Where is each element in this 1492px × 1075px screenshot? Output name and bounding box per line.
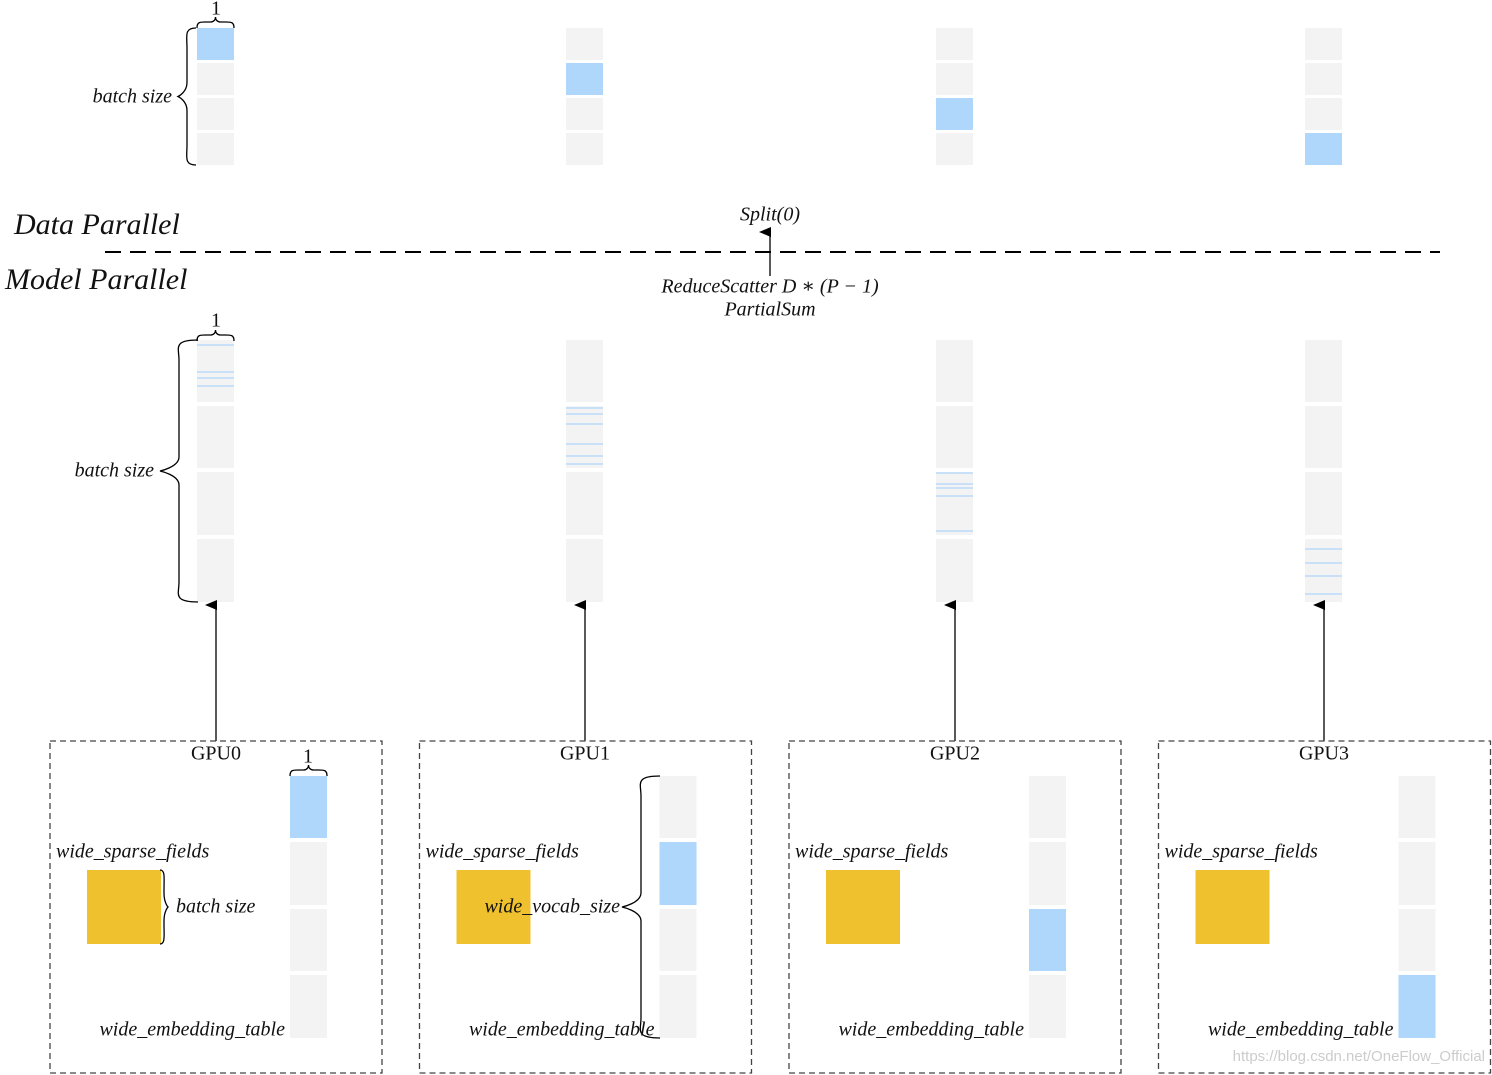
embedding-cell	[1029, 776, 1066, 838]
width-label: 1	[211, 0, 221, 20]
embedding-table-label: wide_embedding_table	[469, 1019, 655, 1041]
batch-label: batch size	[93, 86, 173, 108]
gpu-box	[788, 740, 1122, 1074]
brace	[196, 329, 235, 342]
partial-sum-label: PartialSum	[723, 299, 815, 321]
data-cell	[1305, 133, 1342, 165]
data-parallel-label: Data Parallel	[13, 208, 180, 241]
partial-cell	[566, 406, 603, 468]
embedding-cell	[290, 842, 327, 905]
brace	[159, 869, 169, 945]
embedding-cell	[659, 975, 697, 1038]
partial-cell	[566, 340, 603, 402]
sparse-fields-label: wide_sparse_fields	[56, 841, 210, 863]
data-cell	[936, 133, 973, 165]
data-cell	[566, 63, 603, 95]
partial-cell	[566, 472, 603, 535]
embedding-cell	[659, 776, 697, 838]
split-label: Split(0)	[740, 204, 800, 226]
sparse-fields-label: wide_sparse_fields	[795, 841, 949, 863]
embedding-cell	[1398, 776, 1436, 838]
data-cell	[566, 98, 603, 130]
data-cell	[197, 133, 234, 165]
embedding-table-label: wide_embedding_table	[838, 1019, 1024, 1041]
sparse-fields	[87, 870, 161, 944]
gpu-name: GPU1	[560, 743, 610, 765]
embedding-cell	[1029, 842, 1066, 905]
partial-cell	[936, 340, 973, 402]
layer	[49, 16, 1492, 1074]
embedding-cell	[290, 776, 327, 838]
gpu-name: GPU3	[1299, 743, 1349, 765]
embedding-cell	[1029, 909, 1066, 971]
watermark: https://blog.csdn.net/OneFlow_Official	[1233, 1048, 1485, 1065]
sparse-fields-label: wide_sparse_fields	[1165, 841, 1319, 863]
data-cell	[1305, 98, 1342, 130]
brace	[289, 764, 328, 777]
data-cell	[197, 28, 234, 60]
data-cell	[197, 98, 234, 130]
partial-cell	[197, 406, 234, 468]
brace	[196, 16, 235, 29]
data-cell	[936, 63, 973, 95]
model-parallel-label: Model Parallel	[4, 263, 187, 296]
data-cell	[1305, 63, 1342, 95]
brace	[159, 339, 199, 603]
partial-cell	[197, 539, 234, 602]
embedding-cell	[1398, 909, 1436, 971]
brace	[176, 27, 197, 166]
vocab-label: wide_vocab_size	[484, 896, 620, 918]
sparse-fields	[826, 870, 900, 944]
data-cell	[936, 28, 973, 60]
reduce-scatter-label: ReduceScatter D ∗ (P − 1)	[660, 276, 879, 298]
data-cell	[1305, 28, 1342, 60]
embedding-cell	[290, 975, 327, 1038]
width-label: 1	[303, 746, 313, 768]
embedding-cell	[659, 909, 697, 971]
batch-label: batch size	[75, 460, 155, 482]
partial-cell	[936, 472, 973, 535]
gpu-box	[418, 740, 753, 1074]
data-cell	[197, 63, 234, 95]
batch-label: batch size	[176, 896, 256, 918]
partial-cell	[566, 539, 603, 602]
embedding-table-label: wide_embedding_table	[1208, 1019, 1394, 1041]
partial-cell	[197, 340, 234, 402]
embedding-cell	[1398, 975, 1436, 1038]
data-cell	[566, 28, 603, 60]
partial-cell	[936, 406, 973, 468]
partial-cell	[936, 539, 973, 602]
sparse-fields	[1195, 870, 1270, 944]
data-cell	[566, 133, 603, 165]
sparse-fields	[456, 870, 531, 944]
gpu-name: GPU0	[191, 743, 241, 765]
data-cell	[936, 98, 973, 130]
partial-cell	[1305, 406, 1342, 468]
embedding-cell	[659, 842, 697, 905]
embedding-cell	[290, 909, 327, 971]
embedding-cell	[1029, 975, 1066, 1038]
gpu-box	[1157, 740, 1492, 1074]
sparse-fields-label: wide_sparse_fields	[426, 841, 580, 863]
partial-cell	[197, 472, 234, 535]
width-label: 1	[211, 310, 221, 332]
gpu-name: GPU2	[930, 743, 980, 765]
partial-cell	[1305, 472, 1342, 535]
gpu-box	[49, 740, 383, 1074]
brace	[621, 775, 661, 1039]
embedding-table-label: wide_embedding_table	[99, 1019, 285, 1041]
partial-cell	[1305, 340, 1342, 402]
embedding-cell	[1398, 842, 1436, 905]
